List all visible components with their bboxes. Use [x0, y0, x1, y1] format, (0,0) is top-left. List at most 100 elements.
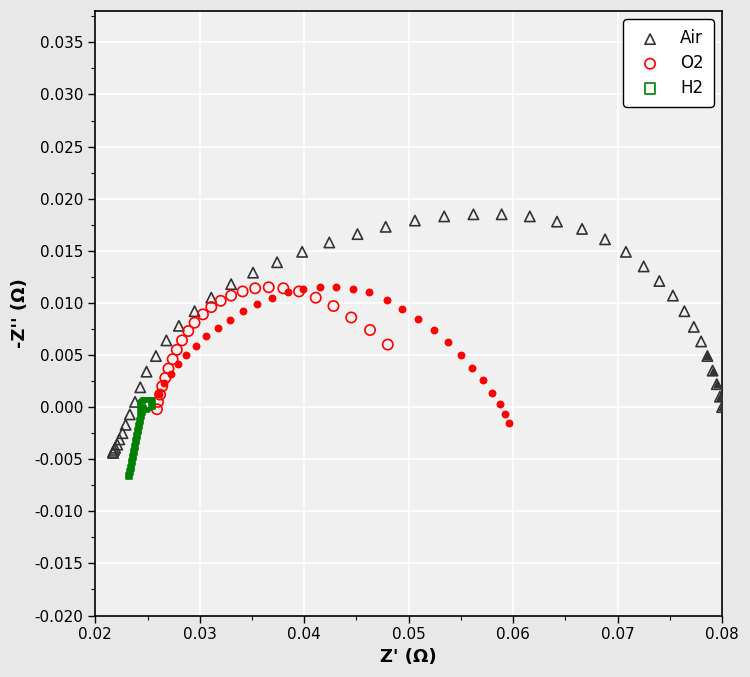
O2	[182, 326, 194, 336]
Point	[211, 322, 223, 333]
Air	[688, 322, 700, 332]
Point	[134, 415, 146, 426]
Point	[499, 409, 511, 420]
H2	[139, 399, 151, 410]
Point	[714, 391, 726, 402]
Air	[716, 401, 728, 412]
Point	[266, 292, 278, 303]
O2	[151, 403, 163, 414]
H2	[139, 401, 151, 412]
Air	[150, 351, 162, 362]
O2	[154, 389, 166, 400]
Point	[153, 388, 165, 399]
O2	[206, 302, 218, 313]
Point	[128, 447, 140, 458]
Air	[706, 365, 718, 376]
Air	[380, 221, 392, 232]
Air	[711, 378, 723, 389]
O2	[382, 339, 394, 350]
Point	[124, 466, 136, 477]
O2	[293, 286, 305, 297]
Air	[134, 382, 146, 393]
Point	[131, 431, 143, 441]
Air	[160, 335, 172, 346]
Point	[455, 349, 467, 360]
Air	[323, 237, 335, 248]
O2	[197, 309, 209, 320]
Air	[113, 434, 125, 445]
Air	[638, 261, 650, 272]
O2	[345, 312, 357, 323]
Point	[158, 378, 170, 389]
Air	[124, 409, 136, 420]
H2	[137, 401, 149, 412]
Point	[126, 457, 138, 468]
X-axis label: Z' (Ω): Z' (Ω)	[380, 648, 437, 666]
Point	[297, 284, 309, 294]
Point	[347, 284, 359, 294]
O2	[262, 282, 274, 292]
Point	[135, 411, 147, 422]
Air	[107, 447, 119, 458]
Air	[352, 229, 364, 240]
O2	[364, 324, 376, 335]
Point	[251, 299, 263, 309]
O2	[163, 363, 175, 374]
Point	[124, 462, 136, 473]
O2	[176, 335, 188, 346]
H2	[144, 399, 156, 410]
Air	[701, 351, 713, 362]
O2	[278, 283, 290, 294]
Air	[129, 397, 141, 408]
Air	[599, 234, 611, 245]
Point	[486, 387, 498, 398]
O2	[328, 301, 340, 311]
Point	[363, 287, 375, 298]
Point	[180, 349, 192, 360]
O2	[166, 354, 178, 365]
Point	[129, 441, 141, 452]
Air	[714, 391, 726, 402]
Point	[132, 426, 144, 437]
O2	[214, 295, 226, 306]
Air	[116, 428, 128, 439]
Air	[409, 215, 421, 226]
Air	[108, 444, 120, 455]
Point	[190, 341, 202, 351]
Air	[225, 279, 237, 290]
O2	[236, 286, 248, 297]
Point	[137, 403, 149, 414]
Air	[679, 306, 691, 317]
Air	[206, 292, 218, 303]
Point	[172, 359, 184, 370]
Point	[503, 417, 515, 428]
Air	[296, 246, 308, 257]
Point	[494, 399, 506, 410]
H2	[140, 399, 152, 410]
Point	[236, 306, 248, 317]
Y-axis label: -Z'' (Ω): -Z'' (Ω)	[11, 278, 29, 348]
Point	[427, 324, 439, 335]
H2	[140, 399, 152, 410]
Point	[711, 378, 723, 389]
Point	[329, 282, 341, 292]
Air	[667, 290, 679, 301]
Point	[200, 331, 212, 342]
Air	[120, 420, 132, 431]
Point	[701, 351, 713, 362]
Air	[576, 223, 588, 234]
Air	[247, 267, 259, 278]
Point	[127, 452, 139, 462]
Point	[397, 304, 409, 315]
Point	[466, 362, 478, 373]
H2	[140, 399, 152, 410]
Point	[314, 282, 326, 292]
O2	[225, 290, 237, 301]
O2	[188, 318, 200, 328]
Air	[271, 257, 283, 267]
H2	[140, 397, 152, 408]
Air	[111, 439, 123, 450]
Legend: Air, O2, H2: Air, O2, H2	[623, 20, 714, 107]
Air	[496, 209, 508, 220]
Point	[123, 471, 135, 481]
